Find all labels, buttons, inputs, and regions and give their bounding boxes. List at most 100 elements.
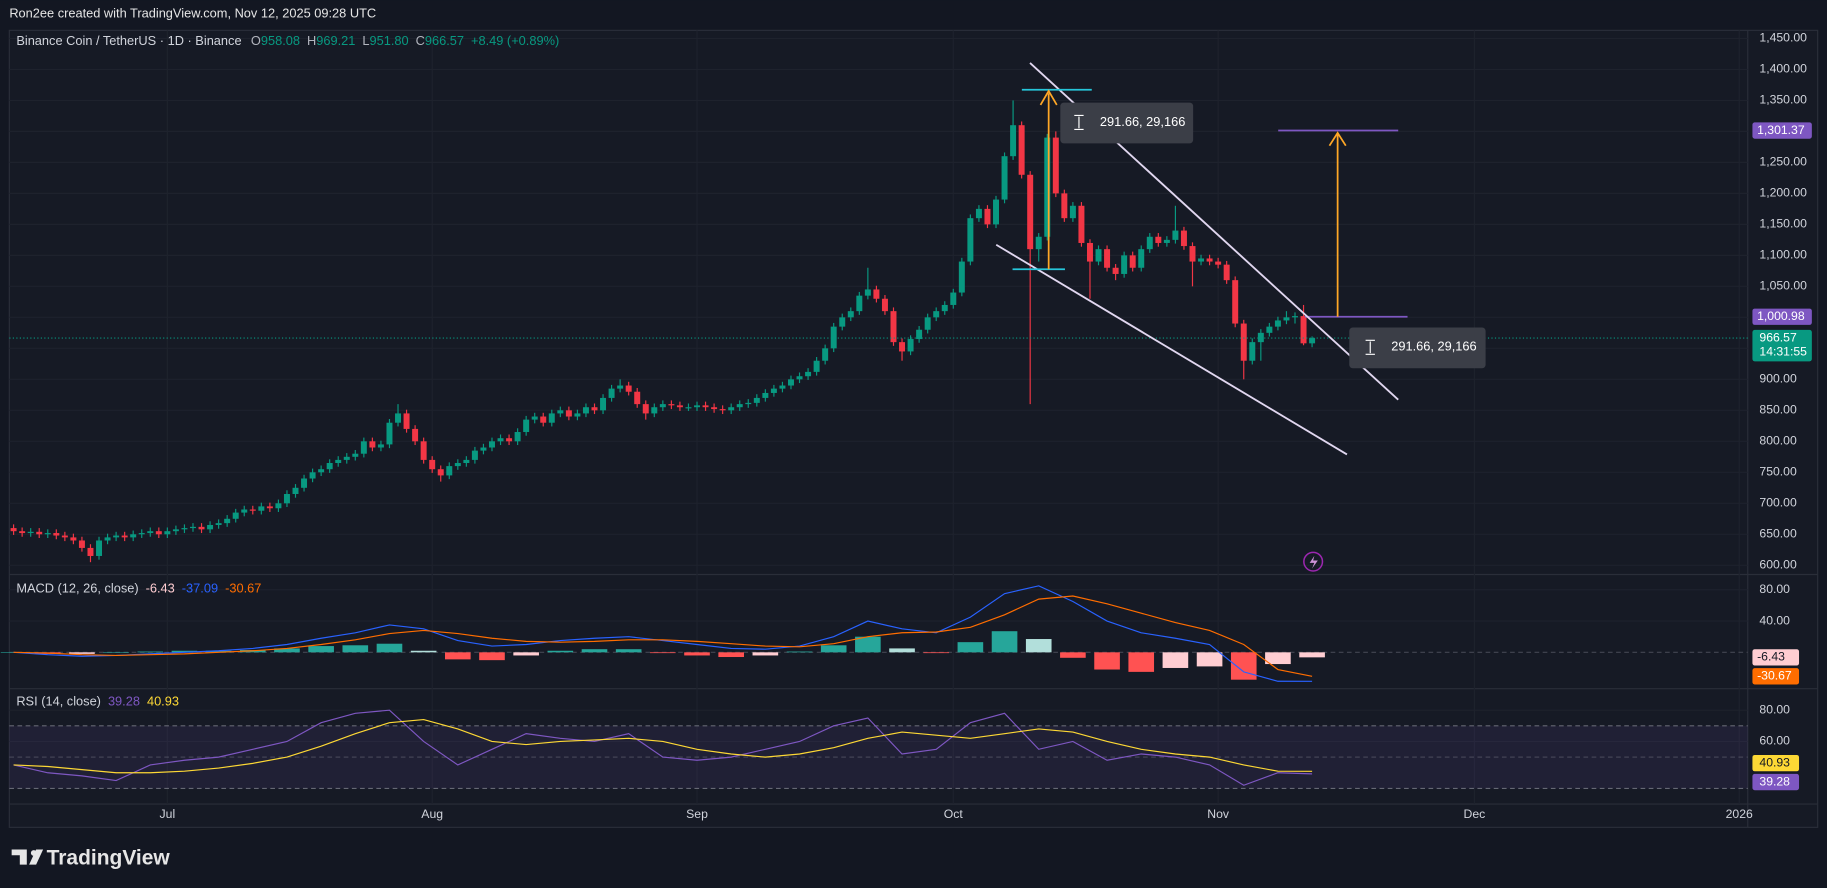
histogram-bar — [1128, 652, 1155, 672]
axis-value-bg — [1752, 649, 1800, 666]
y-tick-label: 1,100.00 — [1759, 248, 1807, 262]
candle-body — [899, 342, 906, 352]
candle-body — [1283, 317, 1290, 321]
indicator-line — [13, 595, 1313, 677]
ohlc-value: 951.80 — [369, 33, 408, 48]
candle-body — [44, 533, 51, 535]
y-tick-label: 1,050.00 — [1759, 279, 1807, 293]
candle-body — [488, 441, 495, 448]
candle-body — [1095, 249, 1102, 262]
ohlc-value: 958.08 — [261, 33, 300, 48]
legend-value: -30.67 — [225, 581, 261, 596]
candle-body — [190, 526, 196, 529]
rsi-header: RSI (14, close) 39.28 40.93 — [16, 694, 179, 709]
candle-body — [395, 413, 402, 423]
histogram-bar — [752, 652, 779, 656]
candle-body — [369, 441, 376, 448]
candle-body — [881, 298, 888, 312]
candle-body — [762, 392, 769, 398]
candle-body — [719, 409, 726, 411]
histogram-bar — [889, 648, 915, 653]
candle-body — [386, 422, 393, 445]
candle-body — [514, 432, 521, 442]
histogram-bar — [410, 650, 437, 653]
candle-body — [548, 413, 555, 423]
y-tick-label: 900.00 — [1759, 372, 1797, 386]
candle-body — [377, 444, 384, 448]
candle-body — [1300, 316, 1307, 344]
ohlc-key: L — [362, 33, 369, 48]
y-tick-label: 80.00 — [1759, 702, 1790, 716]
histogram-bar — [1025, 639, 1052, 653]
candle-body — [1155, 236, 1162, 243]
candle-body — [924, 317, 931, 330]
axis-value: -6.43 — [1757, 650, 1785, 664]
indicator-line — [13, 718, 1313, 774]
candle-body — [847, 311, 854, 318]
level-label-bg — [1752, 308, 1812, 325]
candle-body — [454, 463, 461, 467]
histogram-bar — [547, 650, 574, 653]
candle-body — [215, 523, 222, 525]
watermark: Ron2ee created with TradingView.com, Nov… — [9, 5, 376, 20]
candle-body — [275, 503, 282, 509]
change: +8.49 (+0.89%) — [471, 33, 559, 48]
candle-body — [471, 450, 478, 460]
candle-body — [950, 292, 957, 305]
candle-body — [1240, 323, 1247, 361]
candle-body — [241, 509, 248, 513]
candle-body — [1206, 258, 1213, 262]
histogram-bar — [1230, 652, 1257, 680]
candle-body — [890, 311, 897, 343]
ohlc: O958.08 H969.21 L951.80 C966.57 +8.49 (+0.89… — [251, 33, 559, 48]
candle-body — [87, 547, 94, 556]
legend-value: -37.09 — [182, 581, 218, 596]
axis-value: -30.67 — [1757, 669, 1792, 683]
candle-body — [113, 535, 120, 538]
candle-body — [1163, 239, 1170, 243]
candle-body — [822, 348, 829, 361]
y-tick-label: 800.00 — [1759, 434, 1797, 448]
candle-body — [1180, 230, 1187, 247]
histogram-bar — [308, 646, 334, 653]
candle-body — [873, 289, 880, 299]
histogram-bar — [684, 652, 710, 656]
candle-body — [694, 405, 701, 408]
candle-body — [1266, 326, 1273, 333]
y-tick-label: 1,350.00 — [1759, 93, 1807, 107]
candle-body — [1129, 255, 1136, 268]
y-tick-label: 60.00 — [1759, 734, 1790, 748]
candle-body — [958, 261, 965, 293]
candle-body — [1112, 267, 1119, 274]
histogram-bar — [69, 652, 95, 654]
x-tick-label: Sep — [686, 807, 708, 821]
y-tick-label: 40.00 — [1759, 613, 1790, 627]
measure-box: 291.66, 29,166 291.66, 29,166 — [1060, 102, 1486, 369]
event-icon[interactable] — [1303, 551, 1324, 572]
candle-body — [446, 466, 453, 476]
candle-body — [728, 407, 735, 411]
histogram-bar — [820, 645, 847, 653]
measure-label: 291.66, 29,166 — [1391, 339, 1476, 354]
candle-body — [540, 416, 547, 423]
histogram-bar — [205, 650, 232, 653]
axis-value: 39.28 — [1759, 774, 1790, 788]
candle-body — [283, 493, 290, 504]
histogram-bar — [376, 643, 403, 653]
trend-line — [995, 243, 1348, 456]
candle-body — [1292, 316, 1298, 318]
candle-body — [1035, 236, 1042, 250]
candle-body — [224, 518, 231, 524]
candle-body — [301, 478, 308, 488]
candle-body — [634, 391, 641, 405]
legend-value: 40.93 — [147, 694, 179, 709]
candle-body — [266, 506, 273, 509]
candle-body — [984, 208, 991, 225]
histogram-bar — [137, 651, 164, 653]
axis-value: 40.93 — [1759, 755, 1790, 769]
candle-body — [27, 531, 34, 534]
candle-body — [582, 407, 589, 414]
candle-body — [659, 404, 666, 408]
candle-body — [19, 531, 26, 534]
histogram-bar — [650, 652, 676, 654]
